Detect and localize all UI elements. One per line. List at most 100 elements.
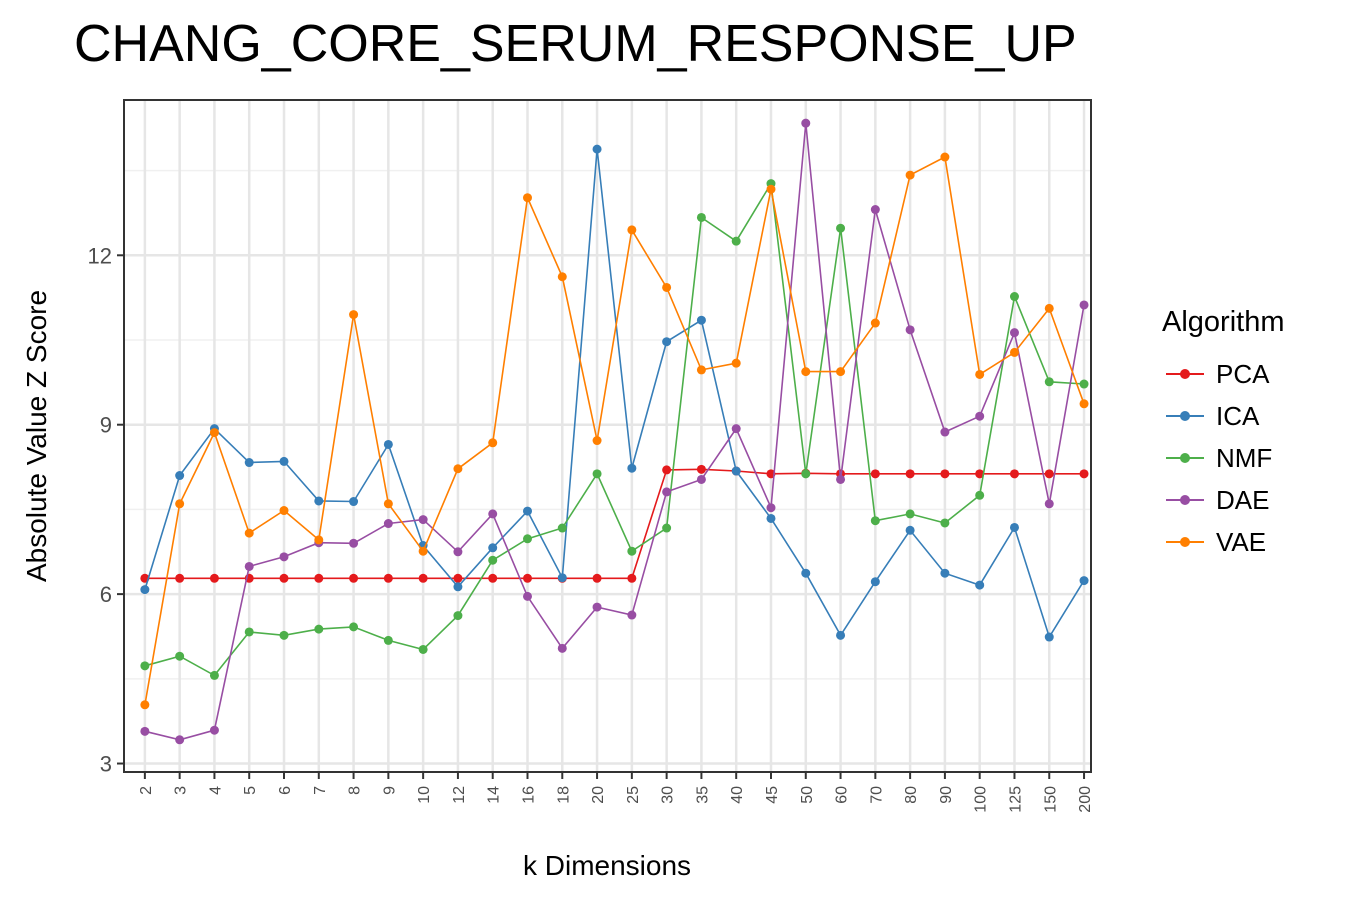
- data-point: [940, 427, 950, 437]
- x-tick-label: 3: [173, 786, 190, 795]
- data-point: [349, 538, 359, 548]
- data-point: [627, 573, 637, 583]
- data-point: [975, 369, 985, 379]
- data-point: [1079, 300, 1089, 310]
- data-point: [627, 610, 637, 620]
- data-point: [731, 466, 741, 476]
- data-point: [870, 469, 880, 479]
- data-point: [140, 585, 150, 595]
- data-point: [975, 580, 985, 590]
- data-point: [662, 282, 672, 292]
- data-point: [244, 528, 254, 538]
- data-point: [522, 573, 532, 583]
- legend-key: [1162, 448, 1208, 468]
- legend-key: [1162, 490, 1208, 510]
- data-point: [488, 555, 498, 565]
- data-point: [175, 499, 185, 509]
- legend-items: PCA ICA NMF DAE VAE: [1162, 353, 1285, 563]
- legend-label: NMF: [1216, 442, 1273, 473]
- data-point: [175, 735, 185, 745]
- data-point: [557, 523, 567, 533]
- series-line: [144, 149, 1085, 639]
- data-point: [522, 506, 532, 516]
- x-tick-label: 70: [868, 786, 885, 804]
- data-point: [383, 519, 393, 529]
- x-tick-label: 25: [625, 786, 642, 804]
- legend-item-ica: ICA: [1162, 395, 1285, 437]
- data-point: [1079, 379, 1089, 389]
- data-point: [488, 543, 498, 553]
- data-point: [522, 534, 532, 544]
- data-point: [209, 573, 219, 583]
- x-tick-label: 50: [799, 786, 816, 804]
- x-tick-label: 150: [1042, 786, 1059, 813]
- data-point: [627, 546, 637, 556]
- data-point: [592, 573, 602, 583]
- y-axis-label: Absolute Value Z Score: [21, 290, 52, 582]
- data-point: [905, 525, 915, 535]
- x-tick-label: 20: [590, 786, 607, 804]
- data-point: [314, 496, 324, 506]
- data-point: [662, 465, 672, 475]
- data-point: [870, 318, 880, 328]
- x-tick-label: 9: [381, 786, 398, 795]
- legend-item-pca: PCA: [1162, 353, 1285, 395]
- chart-title: CHANG_CORE_SERUM_RESPONSE_UP: [74, 15, 1077, 73]
- x-tick-label: 100: [973, 786, 990, 813]
- legend-item-nmf: NMF: [1162, 437, 1285, 479]
- x-tick-label: 30: [660, 786, 677, 804]
- data-point: [940, 568, 950, 578]
- x-tick-label: 45: [764, 786, 781, 804]
- data-point: [383, 635, 393, 645]
- data-point: [731, 236, 741, 246]
- data-point: [1044, 377, 1054, 387]
- data-point: [836, 223, 846, 233]
- data-point: [453, 573, 463, 583]
- data-point: [905, 325, 915, 335]
- x-tick-label: 18: [555, 786, 572, 804]
- data-point: [940, 152, 950, 162]
- data-point: [279, 573, 289, 583]
- data-point: [1009, 347, 1019, 357]
- data-point: [279, 506, 289, 516]
- series-line: [144, 181, 1085, 677]
- data-point: [592, 436, 602, 446]
- data-point: [140, 700, 150, 710]
- data-point: [557, 573, 567, 583]
- plot-frame: [123, 99, 1092, 773]
- data-point: [418, 515, 428, 525]
- data-point: [870, 577, 880, 587]
- data-point: [766, 513, 776, 523]
- data-point: [1079, 576, 1089, 586]
- x-tick-label: 200: [1077, 786, 1094, 813]
- data-point: [696, 315, 706, 325]
- data-point: [975, 411, 985, 421]
- data-point: [314, 573, 324, 583]
- data-point: [1009, 522, 1019, 532]
- data-point: [1079, 399, 1089, 409]
- legend-item-dae: DAE: [1162, 479, 1285, 521]
- data-point: [696, 212, 706, 222]
- series-line: [144, 468, 1084, 580]
- data-point: [175, 471, 185, 481]
- series-dae: [140, 118, 1089, 745]
- data-point: [557, 643, 567, 653]
- data-point: [383, 499, 393, 509]
- y-tick-label: 6: [100, 582, 112, 607]
- data-point: [940, 469, 950, 479]
- data-point: [1044, 469, 1054, 479]
- data-point: [349, 310, 359, 320]
- legend-label: DAE: [1216, 484, 1270, 515]
- data-point: [453, 464, 463, 474]
- data-point: [453, 582, 463, 592]
- data-point: [1009, 469, 1019, 479]
- data-point: [1079, 469, 1089, 479]
- legend-item-vae: VAE: [1162, 521, 1285, 563]
- data-point: [696, 365, 706, 375]
- legend-key: [1162, 406, 1208, 426]
- series-line: [144, 123, 1085, 741]
- y-tick-label: 9: [100, 413, 112, 438]
- data-point: [870, 205, 880, 215]
- legend-label: VAE: [1216, 526, 1267, 557]
